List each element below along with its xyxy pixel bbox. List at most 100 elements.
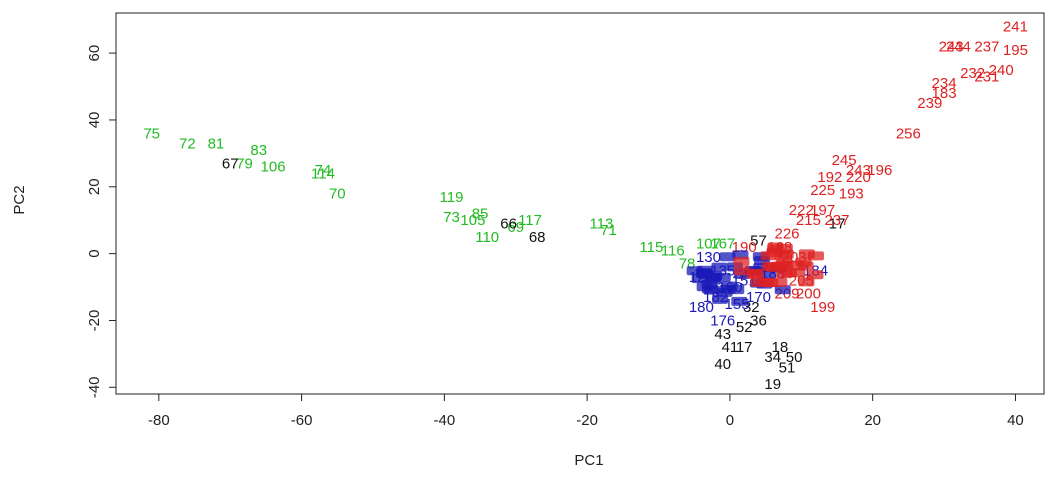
x-tick-label: 20 [864, 412, 881, 429]
point-label: 116 [661, 242, 685, 259]
point-label: 106 [261, 159, 286, 176]
point-label: 69 [507, 219, 524, 236]
cluster-mark [775, 269, 792, 279]
point-label: 66 [500, 216, 517, 233]
point-label: 71 [600, 222, 617, 239]
y-tick-label: 60 [86, 45, 103, 62]
dense-cluster-red [733, 242, 824, 288]
cluster-mark [728, 285, 745, 295]
cluster-mark [733, 256, 750, 266]
point-label: 226 [774, 226, 799, 243]
point-label: 222 [789, 202, 814, 219]
point-label: 176 [710, 312, 735, 329]
point-label: 180 [689, 299, 714, 316]
point-label: 52 [736, 319, 753, 336]
point-label: 85 [472, 206, 489, 223]
point-label: 83 [250, 142, 267, 159]
cluster-mark [774, 251, 791, 261]
point-label: 67 [222, 155, 239, 172]
point-label: 115 [639, 239, 663, 256]
y-tick-label: 20 [86, 178, 103, 195]
point-label: 107 [696, 236, 721, 253]
point-label: 170 [746, 289, 771, 306]
point-label: 50 [786, 349, 803, 366]
point-label: 79 [236, 155, 253, 172]
point-label: 81 [208, 135, 225, 152]
point-label: 231 [974, 69, 999, 86]
point-label: 220 [846, 169, 871, 186]
point-label: 195 [1003, 42, 1028, 59]
cluster-mark [774, 285, 791, 295]
cluster-mark [746, 269, 763, 279]
point-label: 183 [932, 85, 957, 102]
point-label: 225 [810, 182, 835, 199]
plot-frame [115, 12, 1045, 395]
cluster-mark [714, 272, 731, 282]
point-label: 215 [796, 212, 821, 229]
cluster-mark [719, 252, 736, 262]
y-tick-label: -20 [86, 310, 103, 332]
cluster-mark [733, 266, 750, 276]
point-label: 18 [772, 339, 789, 356]
point-label: 117 [518, 212, 542, 229]
point-label: 237 [974, 38, 999, 55]
point-label: 72 [179, 135, 196, 152]
point-label: 51 [779, 359, 796, 376]
point-label: 17 [829, 216, 846, 233]
cluster-mark [798, 249, 815, 259]
point-label: 256 [896, 125, 921, 142]
x-axis-title: PC1 [574, 452, 603, 469]
axes: PC1 PC2 -80 -60 -40 -20 0 20 40 -40 -20 0 20 40 60 [11, 12, 1045, 469]
cluster-mark [712, 294, 729, 304]
point-label: 113 [589, 216, 613, 233]
point-label: 196 [867, 162, 892, 179]
y-tick-label: 0 [86, 249, 103, 257]
cluster-mark [703, 285, 720, 295]
point-label: 200 [796, 286, 821, 303]
point-label: 105 [460, 212, 485, 229]
point-label: 240 [989, 62, 1014, 79]
point-label: 237 [824, 212, 849, 229]
point-label: 244 [946, 38, 971, 55]
point-label: 130 [696, 249, 721, 266]
point-label: 199 [810, 299, 835, 316]
point-label: 245 [832, 152, 857, 169]
cluster-mark [807, 270, 824, 280]
point-label: 34 [764, 349, 781, 366]
cluster-mark [750, 277, 767, 287]
point-label: 68 [529, 229, 546, 246]
cluster-mark [759, 270, 776, 280]
point-label: 243 [939, 38, 964, 55]
x-tick-label: -20 [576, 412, 598, 429]
y-axis-title: PC2 [11, 185, 28, 214]
point-label: 167 [710, 236, 735, 253]
point-label: 36 [750, 312, 767, 329]
y-tick-label: 40 [86, 112, 103, 129]
cluster-mark [697, 269, 714, 279]
y-tick-label: -40 [86, 376, 103, 398]
point-label: 73 [443, 209, 460, 226]
cluster-mark [798, 277, 815, 287]
point-label: 114 [311, 165, 335, 182]
point-label: 40 [714, 356, 731, 373]
x-tick-label: -60 [291, 412, 313, 429]
point-label: 234 [932, 75, 957, 92]
point-label: 74 [315, 162, 332, 179]
point-label: 232 [960, 65, 985, 82]
point-label: 110 [475, 229, 499, 246]
x-tick-label: -80 [148, 412, 170, 429]
x-tick-label: -40 [434, 412, 456, 429]
point-label: 241 [1003, 18, 1028, 35]
x-tick-label: 0 [726, 412, 734, 429]
point-label: 192 [817, 169, 842, 186]
cluster-mark [731, 296, 748, 306]
point-label: 41 [722, 339, 739, 356]
point-label: 239 [917, 95, 942, 112]
cluster-mark [772, 261, 789, 271]
cluster-mark [711, 262, 728, 272]
point-label: 197 [810, 202, 835, 219]
